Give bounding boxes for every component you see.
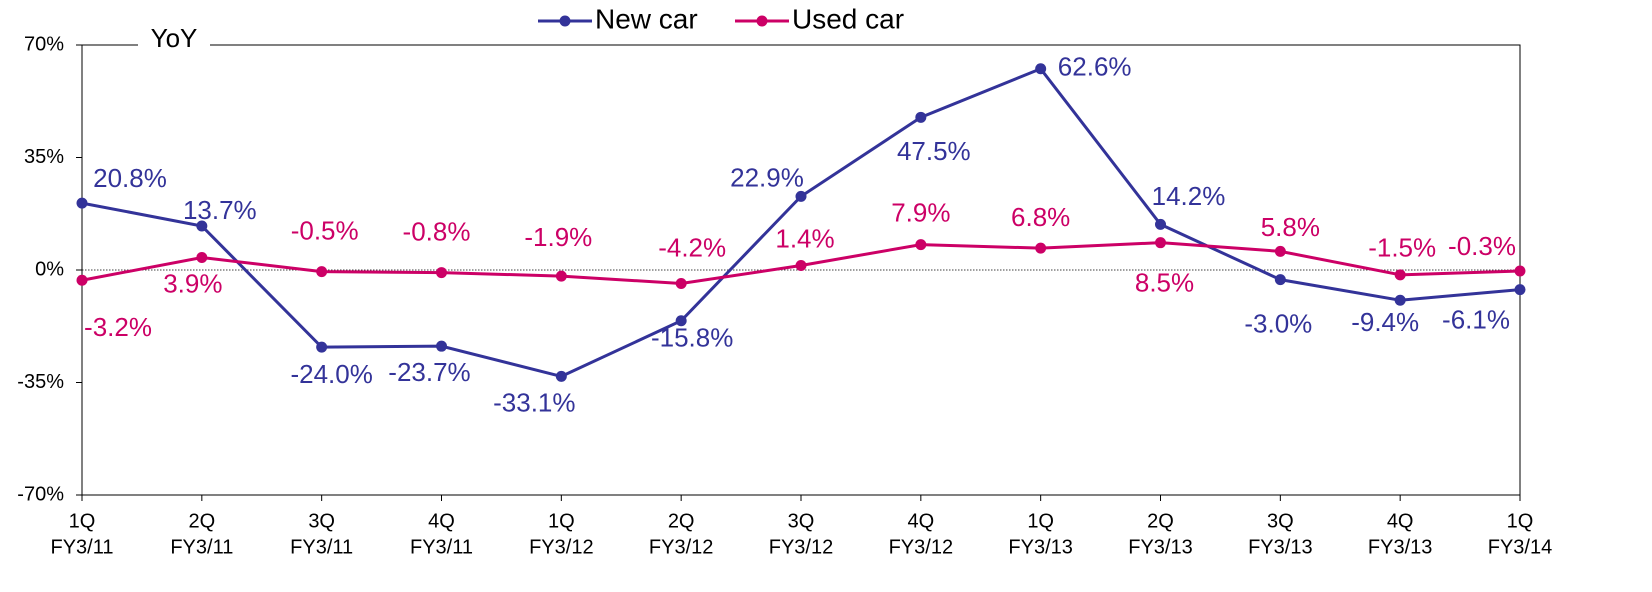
y-tick-label: 0% xyxy=(35,258,64,280)
x-tick-label: 3Q xyxy=(788,510,815,532)
x-tick-label: FY3/11 xyxy=(290,536,353,558)
point xyxy=(1514,284,1526,296)
point xyxy=(795,260,807,271)
point xyxy=(316,341,328,353)
x-tick-label: FY3/13 xyxy=(1368,536,1432,558)
y-tick-label: 70% xyxy=(24,33,64,55)
y-label-bg xyxy=(138,28,210,62)
data-label: 6.8% xyxy=(1011,202,1070,232)
point xyxy=(1155,218,1166,230)
x-tick-label: 2Q xyxy=(668,510,695,532)
x-tick-label: FY3/12 xyxy=(529,536,593,558)
data-label: 7.9% xyxy=(891,197,950,227)
point xyxy=(915,111,927,123)
y-tick-label: -70% xyxy=(17,483,64,505)
point xyxy=(196,220,208,232)
point xyxy=(76,197,88,209)
point xyxy=(675,315,687,327)
point xyxy=(436,340,447,352)
data-label: -0.5% xyxy=(291,215,359,245)
data-label: 8.5% xyxy=(1135,268,1194,298)
data-label: -23.7% xyxy=(388,357,470,387)
data-label: -1.5% xyxy=(1368,233,1436,263)
legend-label: New car xyxy=(595,3,698,34)
point xyxy=(1514,265,1526,277)
y-tick-label: 35% xyxy=(24,146,64,168)
x-tick-label: FY3/12 xyxy=(649,536,713,558)
point xyxy=(1394,294,1406,306)
x-tick-label: 1Q xyxy=(548,510,575,532)
point xyxy=(1035,63,1047,75)
data-label: 3.9% xyxy=(163,268,222,298)
x-tick-label: 1Q xyxy=(1507,510,1534,532)
data-label: 47.5% xyxy=(897,136,971,166)
point xyxy=(76,274,88,286)
data-label: 5.8% xyxy=(1261,212,1320,242)
data-label: -33.1% xyxy=(493,387,575,417)
data-label: -24.0% xyxy=(290,359,372,389)
point xyxy=(555,270,567,282)
data-label: 20.8% xyxy=(93,163,167,193)
legend-label: Used car xyxy=(792,3,904,34)
x-tick-label: FY3/13 xyxy=(1008,536,1072,558)
x-tick-label: 2Q xyxy=(188,510,215,532)
x-tick-label: 4Q xyxy=(428,510,455,532)
x-tick-label: FY3/13 xyxy=(1128,536,1192,558)
legend-marker xyxy=(756,15,768,27)
data-label: 14.2% xyxy=(1152,181,1226,211)
x-tick-label: 3Q xyxy=(308,510,335,532)
point xyxy=(1394,269,1406,281)
point xyxy=(1035,242,1047,254)
data-label: -9.4% xyxy=(1351,307,1419,337)
point xyxy=(1274,274,1286,286)
point xyxy=(196,251,208,263)
point xyxy=(1155,237,1166,249)
data-label: -3.0% xyxy=(1244,309,1312,339)
data-label: -15.8% xyxy=(651,323,733,353)
point xyxy=(555,370,567,382)
x-tick-label: FY3/12 xyxy=(889,536,953,558)
point xyxy=(795,190,807,202)
point xyxy=(675,278,687,289)
point xyxy=(436,267,447,279)
y-axis-label: YoY xyxy=(151,23,198,53)
x-tick-label: 2Q xyxy=(1147,510,1174,532)
x-tick-label: 4Q xyxy=(907,510,934,532)
x-tick-label: FY3/11 xyxy=(51,536,114,558)
y-tick-label: -35% xyxy=(17,371,64,393)
x-tick-label: 1Q xyxy=(1027,510,1054,532)
point xyxy=(915,239,927,251)
data-label: -0.3% xyxy=(1448,231,1516,261)
data-label: -3.2% xyxy=(84,312,152,342)
x-tick-label: FY3/11 xyxy=(410,536,473,558)
x-tick-label: 3Q xyxy=(1267,510,1294,532)
data-label: 22.9% xyxy=(730,162,804,192)
data-label: 13.7% xyxy=(183,195,257,225)
x-tick-label: FY3/12 xyxy=(769,536,833,558)
data-label: -1.9% xyxy=(524,222,592,252)
x-tick-label: FY3/13 xyxy=(1248,536,1312,558)
data-label: -6.1% xyxy=(1442,304,1510,334)
x-tick-label: FY3/11 xyxy=(170,536,233,558)
data-label: -0.8% xyxy=(403,216,471,246)
x-tick-label: FY3/14 xyxy=(1488,536,1552,558)
x-tick-label: 4Q xyxy=(1387,510,1414,532)
data-label: 62.6% xyxy=(1058,52,1132,82)
data-label: -4.2% xyxy=(658,232,726,262)
data-label: 1.4% xyxy=(775,223,834,253)
point xyxy=(1274,245,1286,257)
point xyxy=(316,266,328,278)
legend-marker xyxy=(559,15,571,27)
x-tick-label: 1Q xyxy=(69,510,96,532)
